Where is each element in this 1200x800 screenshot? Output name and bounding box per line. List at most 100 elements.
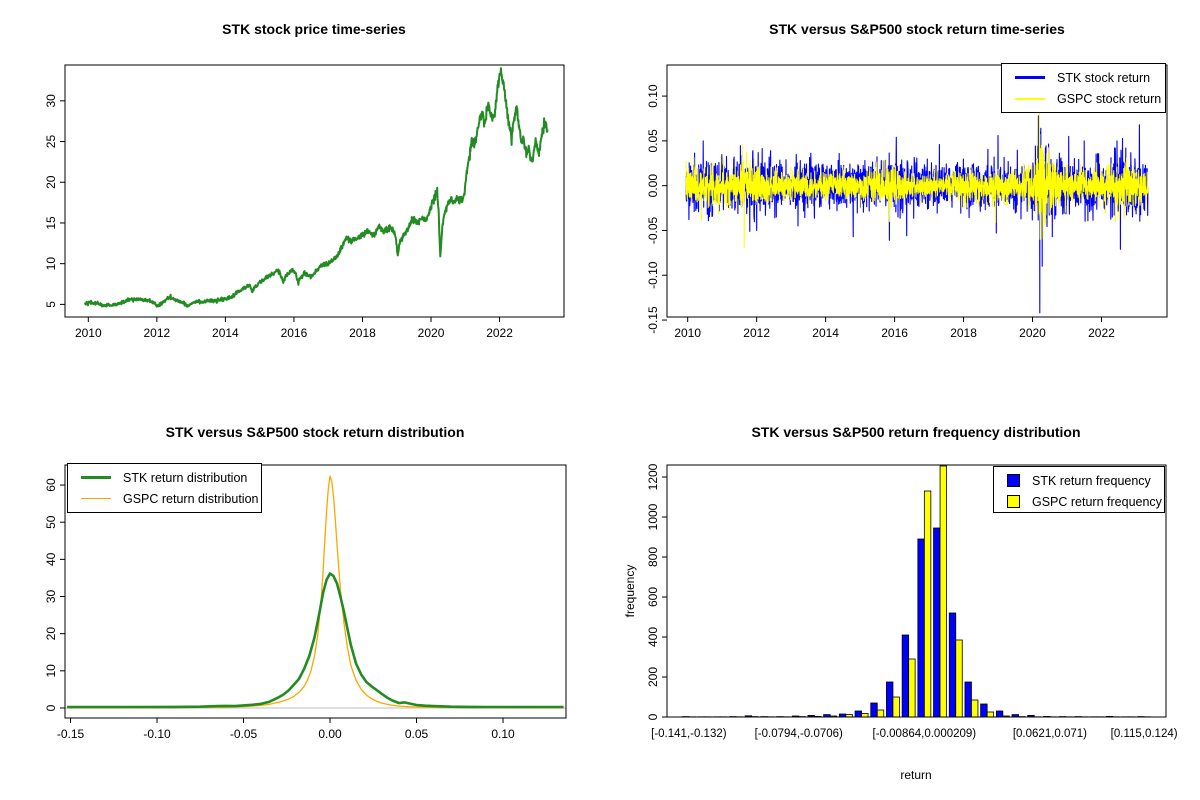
bar-stk-return-frequency-bin-18 (948, 612, 957, 717)
y-tick-label-histogram: 400 (646, 627, 660, 647)
x-tick-label-price: 2016 (281, 326, 308, 340)
x-tick-label-density: -0.10 (143, 727, 171, 741)
y-tick-label-histogram: 1000 (646, 503, 660, 530)
x-tick-label-density: -0.15 (57, 727, 85, 741)
x-tick-label-returns: 2020 (1019, 326, 1046, 340)
series-gspc-return-distribution (67, 475, 564, 709)
legend-row-gspc-return-distribution: GSPC return distribution (68, 488, 261, 509)
legend-line-swatch (1015, 97, 1045, 100)
y-tick-label-histogram: 200 (646, 667, 660, 687)
bin-label-16: [-0.00864,0.000209) (873, 728, 977, 740)
y-tick-label-density: 20 (44, 627, 58, 641)
bar-gspc-return-frequency-bin-19 (971, 699, 979, 717)
legend-square-swatch (1007, 495, 1020, 508)
y-tick-label-density: 40 (44, 552, 58, 566)
bar-gspc-return-frequency-bin-14 (892, 696, 900, 717)
y-tick-label-price: 15 (44, 216, 58, 230)
bin-label-24: [0.0621,0.071) (1013, 728, 1087, 740)
bar-stk-return-frequency-bin-19 (964, 681, 972, 717)
y-tick-label-histogram: 1200 (646, 463, 660, 490)
legend-label-stk-return-distribution: STK return distribution (123, 470, 248, 485)
series-stk-return-distribution (67, 572, 564, 709)
legend-row-stk-stock-return: STK stock return (1002, 67, 1165, 88)
y-tick-label-density: 50 (44, 515, 58, 529)
bar-stk-return-frequency-bin-12 (854, 710, 862, 717)
legend-row-stk-return-distribution: STK return distribution (68, 467, 261, 488)
y-tick-label-returns: 0.00 (646, 174, 660, 198)
x-tick-label-price: 2010 (75, 326, 102, 340)
y-tick-label-histogram: 600 (646, 587, 660, 607)
legend-label-gspc-return-distribution: GSPC return distribution (123, 491, 259, 506)
y-tick-label-returns: -0.15 (646, 306, 660, 334)
y-tick-label-price: 30 (44, 94, 58, 108)
legend-row-gspc-stock-return: GSPC stock return (1002, 88, 1165, 109)
y-tick-label-returns: -0.10 (646, 261, 660, 289)
x-tick-label-returns: 2022 (1088, 326, 1115, 340)
bar-gspc-return-frequency-bin-13 (876, 709, 885, 717)
bar-gspc-return-frequency-bin-18 (955, 639, 963, 717)
series-stk-stock-return (685, 115, 1149, 314)
legend-line-swatch (1015, 76, 1045, 79)
y-tick-label-returns: -0.05 (646, 216, 660, 244)
plot-box-histogram (666, 464, 1167, 718)
y-tick-label-price: 20 (44, 175, 58, 189)
y-tick-label-price: 25 (44, 135, 58, 149)
bar-stk-return-frequency-bin-17 (933, 527, 941, 717)
histogram-ylabel: frequency (623, 564, 637, 618)
x-tick-label-density: 0.10 (491, 727, 515, 741)
x-tick-label-returns: 2014 (812, 326, 839, 340)
x-tick-label-returns: 2010 (674, 326, 701, 340)
bar-gspc-return-frequency-bin-17 (939, 465, 947, 717)
bar-stk-return-frequency-bin-14 (886, 681, 894, 717)
y-tick-label-density: 30 (44, 590, 58, 604)
legend-label-gspc-stock-return: GSPC stock return (1057, 91, 1162, 106)
legend-square-swatch (1007, 474, 1020, 487)
y-tick-label-density: 10 (44, 664, 58, 678)
plot-box-price (64, 64, 565, 318)
bar-stk-return-frequency-bin-13 (870, 702, 878, 717)
x-tick-label-density: -0.05 (230, 727, 258, 741)
x-tick-label-price: 2014 (212, 326, 239, 340)
y-tick-label-density: 60 (44, 478, 58, 492)
chart-title-returns: STK versus S&P500 stock return time-seri… (769, 21, 1065, 37)
chart-title-histogram: STK versus S&P500 return frequency distr… (751, 424, 1081, 440)
legend-label-stk-stock-return: STK stock return (1057, 70, 1151, 85)
y-tick-label-price: 5 (44, 301, 58, 308)
legend-label-gspc-return-frequency: GSPC return frequency (1032, 494, 1162, 509)
plot-box-density (64, 464, 567, 719)
bar-stk-return-frequency-bin-23 (1027, 715, 1035, 717)
bar-gspc-return-frequency-bin-12 (861, 713, 869, 717)
y-tick-label-histogram: 800 (646, 547, 660, 567)
bar-stk-return-frequency-bin-15 (901, 634, 910, 717)
y-tick-label-returns: 0.10 (646, 84, 660, 108)
y-tick-label-price: 10 (44, 257, 58, 271)
legend-returns: STK stock return GSPC stock return (1001, 63, 1166, 113)
bar-stk-return-frequency-bin-20 (980, 703, 988, 717)
legend-histogram: STK return frequency GSPC return frequenc… (993, 466, 1165, 513)
legend-density: STK return distribution GSPC return distr… (67, 463, 262, 513)
bin-label-1: [-0.141,-0.132) (651, 728, 727, 740)
legend-row-stk-return-frequency: STK return frequency (994, 470, 1164, 491)
legend-row-gspc-return-frequency: GSPC return frequency (994, 491, 1164, 512)
bar-gspc-return-frequency-bin-15 (908, 658, 916, 717)
bar-gspc-return-frequency-bin-16 (923, 490, 932, 717)
x-tick-label-density: 0.05 (405, 727, 429, 741)
bar-gspc-return-frequency-bin-20 (986, 711, 995, 717)
x-tick-label-price: 2020 (418, 326, 445, 340)
x-tick-label-price: 2022 (486, 326, 513, 340)
y-tick-label-histogram: 0 (646, 713, 660, 720)
plot-box-returns (666, 64, 1168, 318)
x-tick-label-price: 2018 (349, 326, 376, 340)
bar-stk-return-frequency-bin-21 (995, 710, 1004, 717)
bin-label-30: [0.115,0.124) (1111, 728, 1178, 740)
x-tick-label-price: 2012 (143, 326, 170, 340)
bin-label-8: [-0.0794,-0.0706) (755, 728, 843, 740)
y-tick-label-density: 0 (44, 704, 58, 711)
y-tick-label-returns: 0.05 (646, 129, 660, 153)
chart-title-price: STK stock price time-series (222, 21, 406, 37)
x-tick-label-returns: 2016 (881, 326, 908, 340)
legend-label-stk-return-frequency: STK return frequency (1032, 473, 1151, 488)
series-gspc-stock-return (685, 104, 1149, 248)
